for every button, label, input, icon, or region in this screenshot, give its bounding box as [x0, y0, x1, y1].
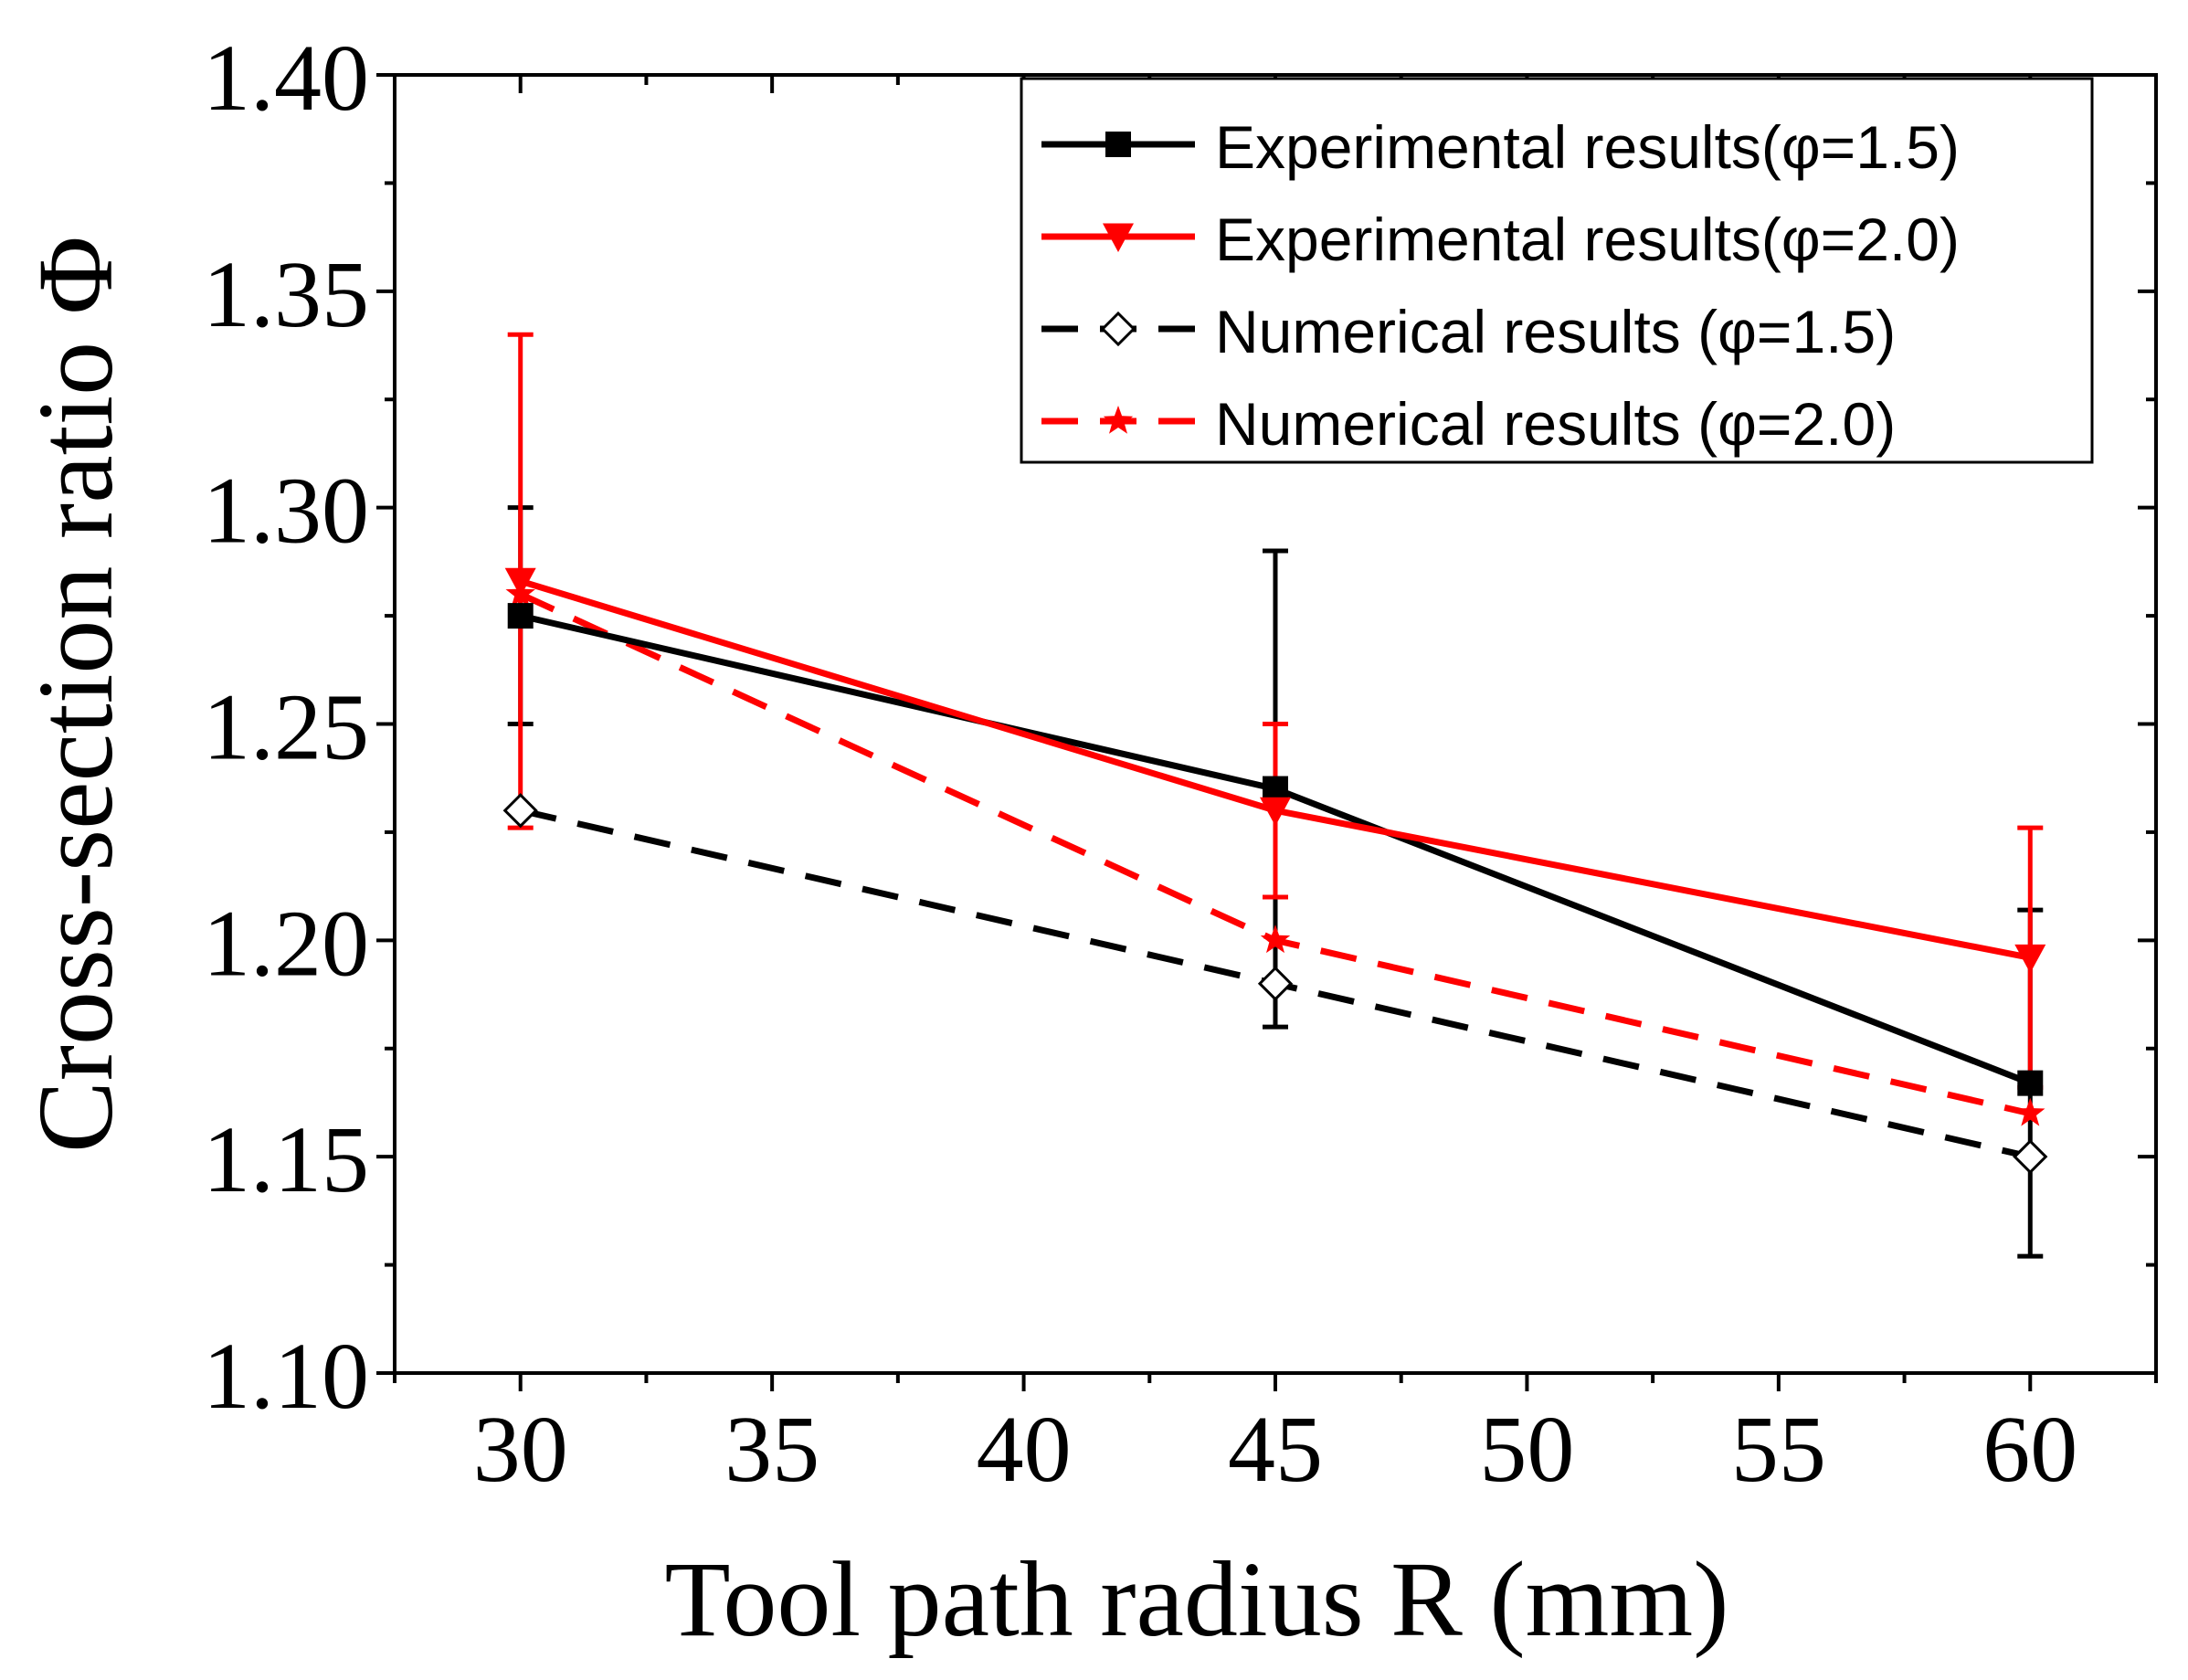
data-point	[2015, 1097, 2045, 1126]
legend-label: Numerical results (φ=2.0)	[1215, 390, 1896, 458]
x-tick-label: 35	[724, 1397, 819, 1502]
legend-swatch-marker	[1103, 406, 1134, 434]
x-tick-label: 40	[977, 1397, 1072, 1502]
series-markers	[502, 567, 2048, 1175]
data-point	[507, 603, 534, 629]
legend-label: Experimental results(φ=1.5)	[1215, 113, 1960, 181]
data-point	[2017, 1070, 2044, 1096]
x-tick-label: 50	[1479, 1397, 1574, 1502]
data-point	[2014, 944, 2046, 974]
data-point	[2013, 1139, 2048, 1175]
x-axis-label: Tool path radius R (mm)	[664, 1539, 1728, 1659]
y-axis-label: Cross-section ratio Φ	[16, 236, 135, 1153]
x-tick-label: 30	[473, 1397, 568, 1502]
y-tick-label: 1.15	[203, 1107, 369, 1212]
data-point	[502, 793, 538, 829]
legend: Experimental results(φ=1.5) Experimental …	[1020, 77, 2094, 464]
data-point	[504, 567, 536, 597]
legend-swatch-marker	[1100, 311, 1136, 347]
legend-swatch-marker	[1103, 223, 1134, 252]
legend-label: Experimental results(φ=2.0)	[1215, 206, 1960, 273]
y-tick-label: 1.20	[203, 891, 369, 996]
tick-labels: 30 35 40 45 50 55 60 1.10 1.15 1.20 1.25 1.30 1.35 1.…	[203, 26, 2077, 1502]
data-point	[1260, 925, 1291, 954]
data-point	[1260, 797, 1291, 827]
x-tick-label: 55	[1731, 1397, 1826, 1502]
y-tick-label: 1.40	[203, 26, 369, 131]
x-tick-label: 45	[1228, 1397, 1323, 1502]
legend-box	[1020, 77, 2094, 464]
y-tick-label: 1.30	[203, 459, 369, 564]
y-tick-label: 1.10	[203, 1324, 369, 1429]
y-tick-label: 1.35	[203, 242, 369, 347]
plot-frame	[393, 73, 2158, 1375]
legend-label: Numerical results (φ=1.5)	[1215, 298, 1896, 365]
data-point	[1257, 966, 1294, 1001]
y-tick-label: 1.25	[203, 675, 369, 780]
x-tick-label: 60	[1982, 1397, 2077, 1502]
legend-swatch-marker	[1105, 132, 1131, 157]
